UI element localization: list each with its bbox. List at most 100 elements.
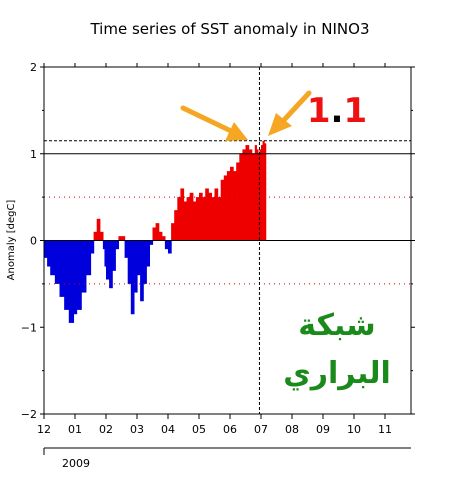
positive-anomaly-bar (171, 223, 175, 241)
negative-anomaly-bar (50, 240, 56, 276)
y-axis-label: Anomaly [degC] (6, 200, 17, 281)
negative-anomaly-bar (64, 240, 70, 310)
positive-anomaly-bar (214, 188, 219, 241)
x-tick-label: 06 (223, 423, 237, 436)
y-tick-label: 2 (30, 61, 37, 74)
positive-anomaly-bar (99, 231, 104, 241)
positive-anomaly-bar (245, 145, 250, 241)
y-tick-label: −2 (21, 408, 37, 421)
positive-anomaly-bar (254, 145, 257, 241)
negative-anomaly-bar (146, 240, 150, 267)
positive-anomaly-bar (256, 149, 259, 241)
negative-anomaly-bar (47, 240, 51, 267)
negative-anomaly-bar (76, 240, 82, 310)
y-axis: −2 −1 0 1 2 (21, 61, 415, 421)
positive-anomaly-bar (152, 227, 157, 241)
positive-anomaly-bar (174, 210, 178, 241)
positive-anomaly-bar (226, 171, 231, 241)
x-tick-label: 12 (37, 423, 51, 436)
x-tick-label: 01 (68, 423, 82, 436)
watermark-line2: البراري (283, 356, 391, 391)
negative-anomaly-bar (44, 240, 48, 258)
positive-anomaly-bar (161, 236, 166, 241)
positive-anomaly-bar (202, 197, 206, 241)
positive-anomaly-bar (208, 192, 212, 241)
negative-anomaly-bar (102, 240, 106, 250)
reference-lines (44, 67, 411, 414)
negative-anomaly-bar (112, 240, 116, 271)
positive-anomaly-bar (121, 236, 126, 241)
x-tick-label: 03 (130, 423, 144, 436)
x-tick-label: 07 (254, 423, 268, 436)
arrow-left (180, 105, 248, 141)
negative-anomaly-bar (85, 240, 92, 276)
x-tick-label: 09 (316, 423, 330, 436)
positive-anomaly-bar (242, 149, 247, 241)
x-axis: 12 01 02 03 04 05 06 07 08 09 10 11 (37, 63, 392, 436)
positive-anomaly-bar (183, 201, 188, 241)
positive-anomaly-bar (223, 175, 228, 241)
plot-area (43, 66, 412, 415)
positive-anomaly-bar (192, 201, 197, 241)
positive-anomaly-bar (155, 223, 160, 241)
negative-anomaly-bar (73, 240, 78, 315)
x-tick-label: 11 (378, 423, 392, 436)
positive-anomaly-bar (186, 197, 191, 241)
negative-anomaly-bar (140, 240, 144, 302)
negative-anomaly-bar (127, 240, 132, 284)
positive-anomaly-bar (205, 188, 209, 241)
positive-anomaly-bar (251, 153, 256, 241)
positive-anomaly-bar (158, 231, 163, 241)
y-tick-label: 0 (30, 235, 37, 248)
watermark-line1: شبكة (298, 308, 375, 343)
negative-anomaly-bar (133, 240, 138, 293)
positive-anomaly-bar (195, 197, 200, 241)
positive-anomaly-bar (199, 192, 203, 241)
positive-anomaly-bar (259, 149, 262, 241)
positive-anomaly-bar (180, 188, 185, 241)
negative-anomaly-bar (124, 240, 129, 258)
negative-anomaly-bar (68, 240, 75, 323)
negative-anomaly-bar (59, 240, 65, 297)
positive-anomaly-bar (217, 197, 222, 241)
positive-anomaly-bar (220, 179, 225, 241)
positive-anomaly-bar (261, 145, 264, 241)
positive-anomaly-bar (96, 218, 101, 241)
negative-anomaly-bar (104, 240, 107, 267)
y-tick-label: 1 (30, 148, 37, 161)
positive-anomaly-bar (264, 143, 267, 241)
negative-anomaly-bar (143, 240, 147, 284)
y-tick-label: −1 (21, 321, 37, 334)
positive-anomaly-bar (236, 162, 240, 241)
x-tick-label: 08 (285, 423, 299, 436)
negative-anomaly-bar (130, 240, 135, 315)
positive-anomaly-bar (189, 192, 194, 241)
negative-anomaly-bar (137, 240, 141, 276)
anomaly-bars (44, 140, 267, 323)
negative-anomaly-bar (115, 240, 119, 250)
negative-anomaly-bar (81, 240, 87, 293)
positive-anomaly-bar (262, 140, 265, 241)
annotation-arrows (180, 90, 312, 141)
negative-anomaly-bar (149, 240, 154, 245)
negative-anomaly-bar (164, 240, 169, 250)
highlight-value: 1.1 (307, 91, 367, 131)
arrow-right (268, 90, 312, 136)
positive-anomaly-bar (118, 236, 123, 241)
negative-anomaly-bar (54, 240, 61, 284)
positive-anomaly-bar (239, 153, 243, 241)
negative-anomaly-bar (90, 240, 95, 254)
x-tick-label: 10 (347, 423, 361, 436)
x-tick-label: 04 (161, 423, 175, 436)
x-tick-label: 02 (99, 423, 113, 436)
negative-anomaly-bar (168, 240, 172, 254)
year-label: 2009 (62, 457, 90, 470)
positive-anomaly-bar (230, 166, 234, 241)
positive-anomaly-bar (93, 231, 98, 241)
positive-anomaly-bar (233, 171, 237, 241)
negative-anomaly-bar (106, 240, 110, 280)
positive-anomaly-bar (248, 149, 253, 241)
chart-title: Time series of SST anomaly in NINO3 (89, 20, 369, 38)
positive-anomaly-bar (177, 197, 181, 241)
